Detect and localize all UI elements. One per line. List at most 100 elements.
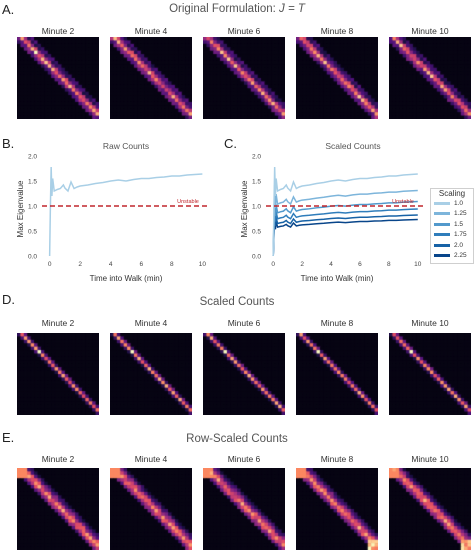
scaled-ytick-label: 1.5 — [252, 179, 261, 186]
scaled-ytick-label: 0.0 — [252, 254, 261, 261]
scaled-xtick-label: 2 — [300, 261, 304, 268]
legend-swatch — [434, 212, 450, 216]
scaling-legend: Scaling 1.0 1.25 1.5 1.75 2.0 2.25 — [430, 188, 474, 264]
legend-item-1.5: 1.5 — [431, 219, 473, 230]
heatmap-label-d-4: Minute 8 — [320, 318, 354, 328]
legend-label: 1.5 — [454, 220, 464, 228]
heatmap-label-d-1: Minute 2 — [41, 318, 75, 328]
legend-item-1.0: 1.0 — [431, 198, 473, 209]
raw-threshold-label: Unstable — [177, 199, 199, 205]
legend-item-1.25: 1.25 — [431, 209, 473, 220]
scaled-series-line-1.75 — [272, 204, 418, 257]
scaled-counts-chart: Scaled Counts Time into Walk (min) Max E… — [240, 141, 425, 283]
heatmap-e-5 — [389, 468, 471, 550]
scaled-counts-ylabel: Max Eigenvalue — [240, 180, 249, 237]
scaled-counts-title: Scaled Counts — [325, 141, 380, 151]
raw-xtick-label: 6 — [139, 261, 143, 268]
raw-xtick-label: 4 — [109, 261, 113, 268]
scaled-ytick-label: 1.0 — [252, 204, 261, 211]
legend-swatch — [434, 243, 450, 247]
heatmap-label-a-2: Minute 4 — [134, 26, 168, 36]
legend-item-1.75: 1.75 — [431, 230, 473, 241]
heatmap-label-e-1: Minute 2 — [41, 454, 75, 464]
raw-counts-title: Raw Counts — [103, 141, 149, 151]
legend-label: 1.75 — [454, 231, 467, 239]
scaled-xtick-label: 8 — [387, 261, 391, 268]
heatmap-label-e-5: Minute 10 — [411, 454, 449, 464]
legend-label: 1.0 — [454, 199, 464, 207]
heatmap-label-d-3: Minute 6 — [227, 318, 261, 328]
heatmap-d-5 — [389, 333, 471, 415]
raw-ytick-label: 2.0 — [28, 154, 37, 161]
panel-b-letter: B. — [2, 136, 15, 151]
legend-item-2.25: 2.25 — [431, 251, 473, 262]
legend-item-2.0: 2.0 — [431, 240, 473, 251]
scaled-xtick-label: 0 — [271, 261, 275, 268]
panel-e-title: Row-Scaled Counts — [186, 433, 288, 445]
panel-d-title: Scaled Counts — [199, 296, 275, 308]
raw-xtick-label: 8 — [170, 261, 174, 268]
raw-ytick-label: 0.5 — [28, 229, 37, 236]
raw-xtick-label: 0 — [48, 261, 52, 268]
panel-a-letter: A. — [2, 2, 15, 17]
heatmap-e-1 — [17, 468, 99, 550]
scaled-series-line-2.0 — [272, 211, 418, 257]
heatmap-label-d-5: Minute 10 — [411, 318, 449, 328]
raw-xtick-label: 2 — [78, 261, 82, 268]
raw-ytick-label: 1.0 — [28, 204, 37, 211]
panel-a-title-formula: J = T — [279, 3, 305, 15]
panel-c-letter: C. — [224, 136, 237, 151]
heatmap-e-2 — [110, 468, 192, 550]
raw-ytick-label: 0.0 — [28, 254, 37, 261]
panel-e-letter: E. — [2, 430, 15, 445]
eigenvalue-charts: Raw Counts Time into Walk (min) Max Eige… — [16, 141, 425, 283]
heatmap-d-1 — [17, 333, 99, 415]
heatmap-d-2 — [110, 333, 192, 415]
heatmap-e-3 — [203, 468, 285, 550]
heatmap-label-a-3: Minute 6 — [227, 26, 261, 36]
raw-counts-chart: Raw Counts Time into Walk (min) Max Eige… — [16, 141, 210, 283]
heatmap-label-d-2: Minute 4 — [134, 318, 168, 328]
scaled-series-line-1.0 — [272, 166, 418, 257]
heatmap-e-4 — [296, 468, 378, 550]
raw-xtick-label: 10 — [199, 261, 207, 268]
scaled-series-line-1.25 — [272, 184, 418, 257]
scaling-legend-items: 1.0 1.25 1.5 1.75 2.0 2.25 — [431, 198, 473, 261]
heatmap-label-e-3: Minute 6 — [227, 454, 261, 464]
heatmap-d-4 — [296, 333, 378, 415]
scaled-xtick-label: 4 — [329, 261, 333, 268]
heatmap-label-a-5: Minute 10 — [411, 26, 449, 36]
legend-swatch — [434, 233, 450, 237]
legend-label: 2.25 — [454, 252, 467, 260]
scaled-xtick-label: 10 — [414, 261, 422, 268]
legend-swatch — [434, 201, 450, 205]
raw-ytick-label: 1.5 — [28, 179, 37, 186]
scaled-counts-xlabel: Time into Walk (min) — [301, 274, 374, 283]
legend-swatch — [434, 254, 450, 258]
heatmap-a-5 — [389, 37, 471, 119]
heatmap-label-a-1: Minute 2 — [41, 26, 75, 36]
heatmap-label-a-4: Minute 8 — [320, 26, 354, 36]
legend-label: 1.25 — [454, 210, 467, 218]
scaled-ytick-label: 2.0 — [252, 154, 261, 161]
scaled-ytick-label: 0.5 — [252, 229, 261, 236]
heatmap-a-1 — [17, 37, 99, 119]
raw-counts-ylabel: Max Eigenvalue — [16, 180, 25, 237]
scaled-series-line-2.25 — [272, 216, 418, 257]
heatmap-a-4 — [296, 37, 378, 119]
legend-swatch — [434, 222, 450, 226]
panel-a-title: Original Formulation: J = T — [0, 3, 474, 15]
heatmap-d-3 — [203, 333, 285, 415]
heatmap-label-e-4: Minute 8 — [320, 454, 354, 464]
legend-label: 2.0 — [454, 241, 464, 249]
raw-series-line-1 — [48, 166, 203, 257]
scaled-threshold-label: Unstable — [392, 199, 414, 205]
panel-d-letter: D. — [2, 292, 15, 307]
heatmap-label-e-2: Minute 4 — [134, 454, 168, 464]
scaled-xtick-label: 6 — [358, 261, 362, 268]
heatmap-a-2 — [110, 37, 192, 119]
heatmap-a-3 — [203, 37, 285, 119]
panel-a-title-prefix: Original Formulation: — [169, 3, 280, 15]
raw-counts-xlabel: Time into Walk (min) — [90, 274, 163, 283]
scaled-series-line-1.5 — [272, 196, 418, 257]
